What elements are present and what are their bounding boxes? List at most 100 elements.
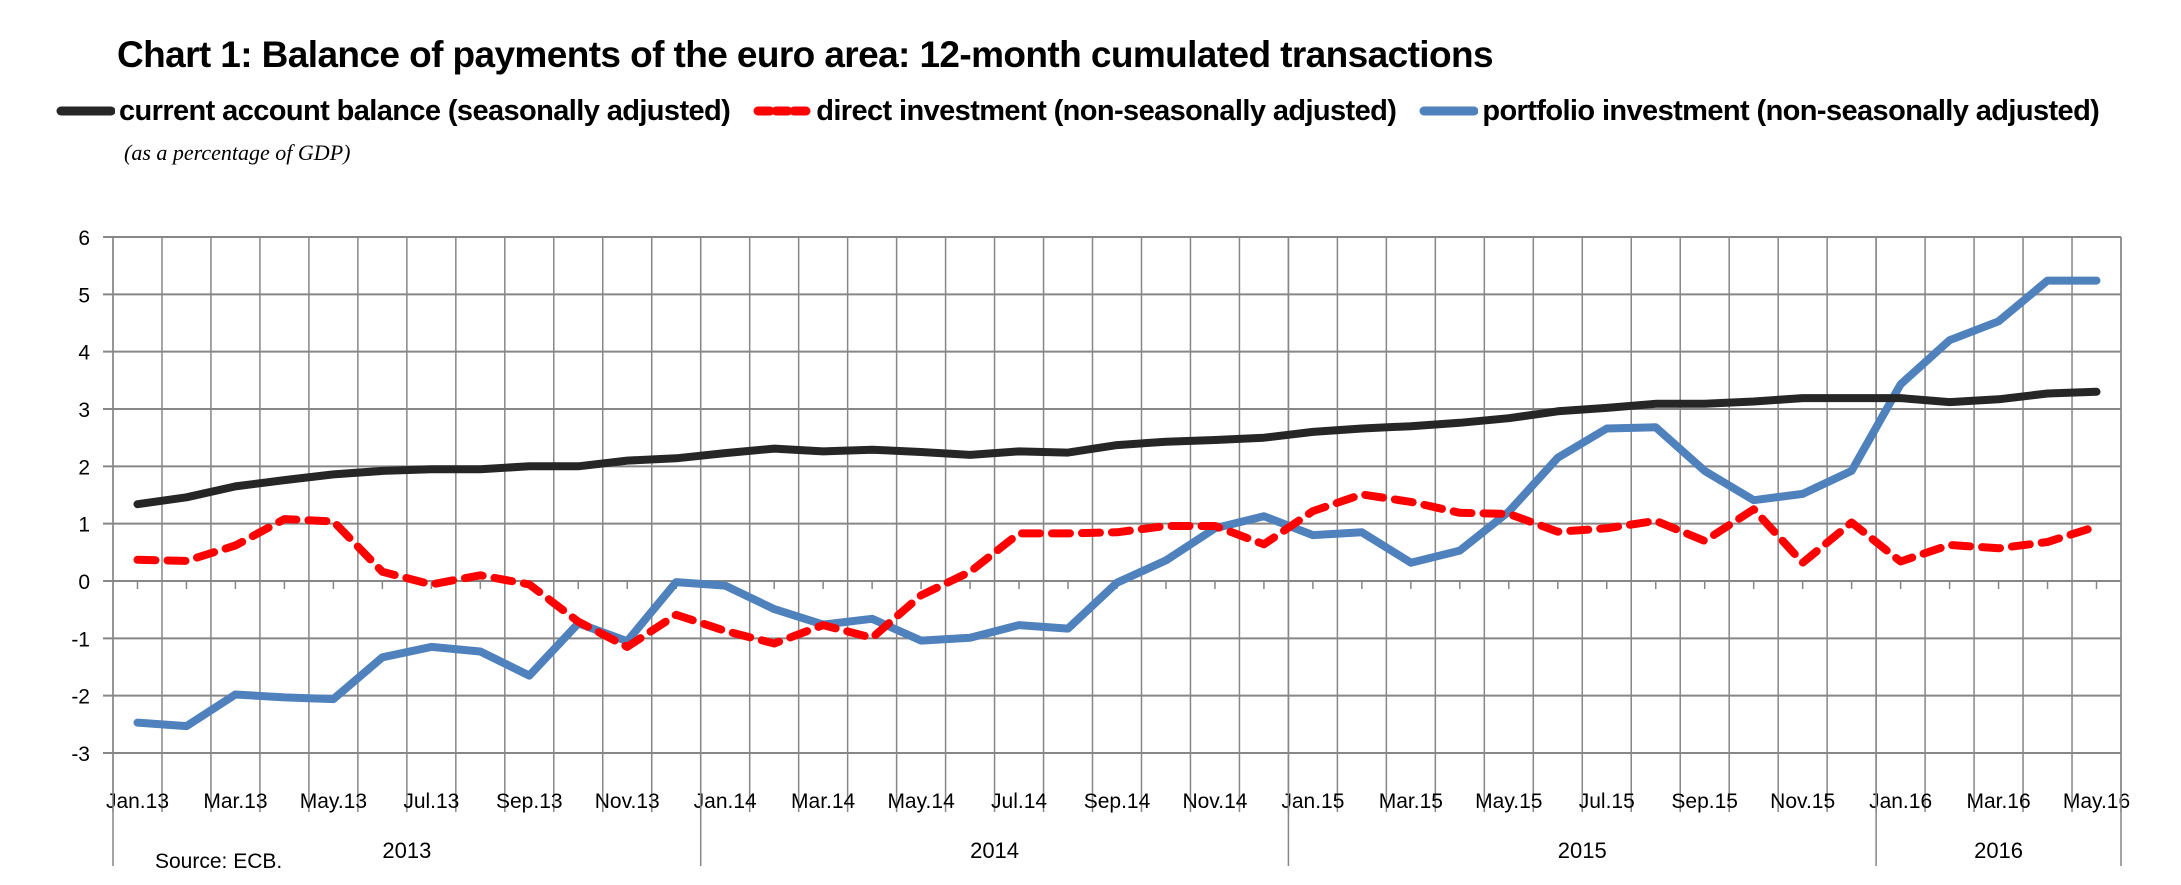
legend-item-current-account: current account balance (seasonally adju…	[55, 95, 731, 128]
chart-subtitle: (as a percentage of GDP)	[124, 140, 351, 165]
data-point	[1701, 467, 1709, 475]
data-point	[1505, 510, 1513, 518]
data-point	[1995, 544, 2003, 552]
x-tick-label: Sep.15	[1671, 790, 1738, 813]
data-point	[1407, 559, 1415, 567]
x-tick-label: Sep.14	[1084, 790, 1151, 813]
data-point	[1456, 509, 1464, 517]
legend-swatch-solid-blue	[1419, 106, 1479, 116]
data-point	[133, 500, 141, 508]
data-point	[1260, 512, 1268, 520]
data-point	[770, 605, 778, 613]
x-tick-label: Jul.14	[991, 790, 1047, 813]
x-tick-label: Sep.13	[496, 790, 563, 813]
data-point	[1750, 496, 1758, 504]
legend-label: direct investment (non-seasonally adjust…	[816, 94, 1397, 127]
data-point	[1260, 540, 1268, 548]
y-axis: 6 5 4 3 2 1 0 -1 -2 -3	[71, 227, 90, 766]
data-point	[1309, 507, 1317, 515]
data-point	[1995, 317, 2003, 325]
data-point	[1113, 579, 1121, 587]
data-point	[1603, 404, 1611, 412]
x-tick-label: Jul.13	[403, 790, 459, 813]
y-tick-label: -3	[71, 743, 90, 766]
data-point	[2093, 388, 2101, 396]
data-point	[721, 449, 729, 457]
data-point	[476, 571, 484, 579]
data-point	[721, 582, 729, 590]
data-point	[672, 611, 680, 619]
data-point	[1211, 436, 1219, 444]
data-point	[329, 517, 337, 525]
year-label: 2016	[1974, 838, 2023, 863]
data-point	[133, 556, 141, 564]
data-point	[378, 467, 386, 475]
y-tick-label: 3	[78, 399, 90, 422]
data-point	[133, 719, 141, 727]
year-label: 2013	[382, 838, 431, 863]
series-line-direct-investment	[133, 490, 2101, 651]
data-point	[1260, 434, 1268, 442]
data-point	[1799, 490, 1807, 498]
y-tick-label: 4	[78, 342, 90, 365]
data-point	[1946, 541, 1954, 549]
x-tick-label: May.15	[1475, 790, 1542, 813]
data-point	[1652, 400, 1660, 408]
data-point	[1015, 447, 1023, 455]
data-point	[574, 618, 582, 626]
data-point	[1799, 394, 1807, 402]
data-point	[1897, 380, 1905, 388]
data-point	[1309, 531, 1317, 539]
x-tick-label: Nov.15	[1770, 790, 1835, 813]
data-point	[1554, 528, 1562, 536]
data-point	[476, 648, 484, 656]
x-tick-label: Jan.14	[694, 790, 757, 813]
data-point	[1456, 547, 1464, 555]
data-point	[525, 672, 533, 680]
data-point	[476, 465, 484, 473]
data-point	[1603, 524, 1611, 532]
data-point	[1162, 522, 1170, 530]
data-point	[231, 691, 239, 699]
data-point	[917, 637, 925, 645]
y-tick-label: 0	[78, 571, 90, 594]
data-point	[1309, 428, 1317, 436]
legend-item-direct-investment: direct investment (non-seasonally adjust…	[752, 94, 1397, 128]
data-point	[1015, 621, 1023, 629]
y-tick-label: 6	[78, 227, 90, 250]
data-point	[378, 653, 386, 661]
data-point	[770, 445, 778, 453]
data-point	[427, 580, 435, 588]
data-point	[1848, 519, 1856, 527]
data-point	[1750, 398, 1758, 406]
data-point	[623, 457, 631, 465]
data-point	[1897, 558, 1905, 566]
data-point	[2093, 523, 2101, 531]
data-point	[1505, 414, 1513, 422]
x-tick-label: May.16	[2063, 790, 2130, 813]
x-tick-label: May.13	[300, 790, 367, 813]
data-point	[1064, 625, 1072, 633]
data-point	[868, 446, 876, 454]
series-line-current-account	[133, 387, 2101, 509]
year-label: 2014	[970, 838, 1019, 863]
data-point	[1358, 424, 1366, 432]
data-point	[966, 634, 974, 642]
data-point	[721, 627, 729, 635]
data-point	[819, 447, 827, 455]
legend-item-portfolio-investment: portfolio investment (non-seasonally adj…	[1418, 95, 2100, 128]
data-point	[1407, 498, 1415, 506]
data-point	[231, 482, 239, 490]
data-point	[966, 568, 974, 576]
data-point	[672, 578, 680, 586]
data-point	[1848, 394, 1856, 402]
y-tick-label: 1	[78, 514, 90, 537]
y-tick-label: 5	[78, 284, 90, 307]
data-point	[1407, 422, 1415, 430]
data-point	[2093, 277, 2101, 285]
data-point	[1113, 528, 1121, 536]
data-point	[1113, 441, 1121, 449]
data-point	[770, 639, 778, 647]
data-point	[427, 465, 435, 473]
data-point	[1064, 449, 1072, 457]
